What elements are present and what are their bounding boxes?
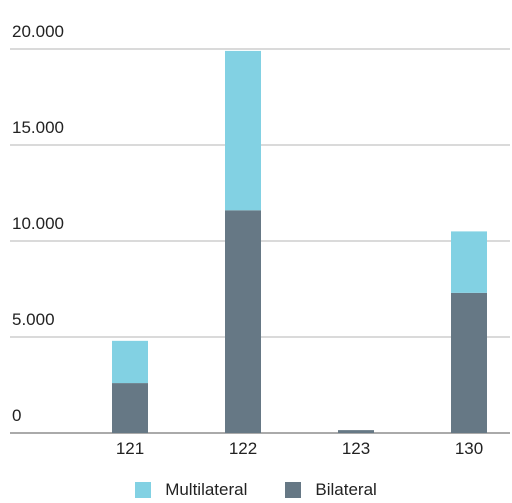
bars — [112, 50, 487, 433]
legend-label-multilateral: Multilateral — [165, 480, 248, 499]
y-tick-labels: 0 5.000 10.000 15.000 20.000 — [12, 22, 64, 425]
x-tick-label: 123 — [342, 439, 370, 458]
y-tick-label: 5.000 — [12, 310, 55, 329]
legend-swatch-bilateral — [285, 482, 302, 498]
bar-multilateral-121 — [112, 340, 148, 384]
y-tick-label: 20.000 — [12, 22, 64, 41]
y-tick-label: 15.000 — [12, 118, 64, 137]
legend-item-bilateral: Bilateral — [285, 480, 377, 500]
legend-item-multilateral: Multilateral — [135, 480, 247, 500]
bar-multilateral-122 — [225, 50, 261, 211]
bar-bilateral-123 — [338, 430, 374, 433]
x-tick-label: 122 — [229, 439, 257, 458]
legend: Multilateral Bilateral — [0, 480, 512, 500]
x-tick-label: 130 — [455, 439, 483, 458]
x-tick-label: 121 — [116, 439, 144, 458]
legend-label-bilateral: Bilateral — [315, 480, 377, 499]
bar-bilateral-122 — [225, 210, 261, 433]
bar-multilateral-130 — [451, 231, 487, 293]
bar-chart: 0 5.000 10.000 15.000 20.000 121 122 123 130 — [10, 22, 510, 458]
legend-swatch-multilateral — [135, 482, 152, 498]
y-tick-label: 0 — [12, 406, 21, 425]
y-tick-label: 10.000 — [12, 214, 64, 233]
x-tick-labels: 121 122 123 130 — [116, 439, 483, 458]
bar-bilateral-121 — [112, 383, 148, 433]
bar-bilateral-130 — [451, 292, 487, 433]
